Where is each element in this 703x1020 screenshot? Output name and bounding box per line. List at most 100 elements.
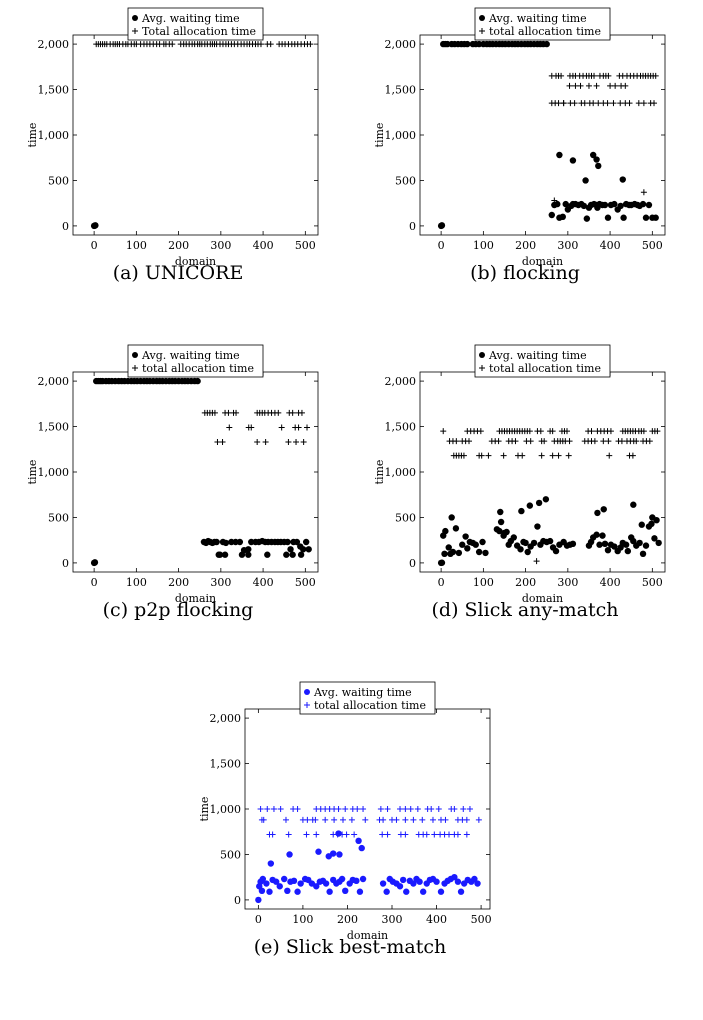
legend-label: Total allocation time (142, 25, 256, 38)
data-point (453, 438, 460, 445)
data-point (496, 527, 503, 535)
data-point (313, 831, 320, 838)
data-point (305, 546, 312, 553)
data-point (402, 816, 409, 823)
data-point (541, 438, 548, 445)
data-point (635, 100, 642, 107)
data-point (460, 806, 467, 812)
data-point (626, 100, 633, 107)
data-point (431, 831, 438, 838)
data-point (629, 452, 636, 459)
series-1 (548, 72, 659, 204)
x-axis-label: domain (522, 592, 563, 605)
x-axis-label: domain (175, 592, 216, 605)
data-point (419, 888, 427, 895)
y-axis-label: time (373, 460, 386, 485)
data-point (399, 876, 407, 884)
data-point (619, 176, 626, 183)
data-point (214, 439, 221, 445)
data-point (270, 806, 277, 812)
y-tick-label: 500 (48, 511, 69, 524)
data-point (577, 82, 584, 89)
data-point (599, 532, 606, 539)
data-point (331, 816, 338, 823)
x-tick-label: 200 (515, 576, 536, 589)
data-point (564, 428, 570, 435)
data-point (455, 549, 463, 557)
data-point (248, 424, 255, 431)
data-point (267, 41, 274, 48)
data-point (295, 424, 302, 431)
data-point (272, 878, 280, 885)
data-point (410, 880, 417, 887)
data-point (326, 888, 333, 895)
series-0 (90, 222, 99, 230)
y-tick-label: 1,000 (385, 466, 417, 479)
data-point (257, 806, 264, 812)
data-point (596, 541, 603, 548)
x-tick-label: 0 (438, 576, 445, 589)
data-point (591, 438, 598, 445)
data-point (594, 509, 601, 517)
data-point (322, 816, 329, 823)
data-point (448, 514, 455, 521)
data-point (257, 41, 264, 48)
data-point (500, 452, 507, 459)
data-point (589, 151, 597, 159)
legend-marker (304, 689, 310, 695)
data-point (527, 438, 534, 445)
series-0 (255, 830, 481, 904)
data-point (630, 537, 637, 545)
data-point (555, 100, 562, 107)
data-point (336, 851, 343, 858)
chart-panel-p2p-flocking: 0 100 200 300 400 500 0 500 1,000 1,500 2,000 domai… (26, 337, 328, 627)
data-point (601, 201, 609, 209)
data-point (485, 452, 492, 459)
data-point (213, 538, 220, 546)
y-tick-label: 500 (395, 174, 416, 187)
data-point (457, 888, 465, 895)
data-point (278, 424, 285, 431)
data-point (652, 214, 659, 221)
chart-caption: (e) Slick best-match (253, 936, 447, 958)
data-point (530, 539, 538, 547)
data-point (379, 831, 386, 838)
x-axis-label: domain (522, 255, 563, 268)
data-point (630, 501, 637, 508)
scatter-chart-slick-best-match: 0 100 200 300 400 500 0 500 1,000 1,500 2,000 domai… (198, 681, 492, 942)
data-point (236, 538, 244, 546)
legend-label: Avg. waiting time (313, 686, 412, 699)
legend-marker (304, 702, 310, 708)
data-point (642, 542, 650, 549)
data-point (414, 806, 421, 812)
data-point (428, 806, 435, 812)
data-point (651, 100, 658, 107)
data-point (622, 82, 629, 89)
y-axis-label: time (373, 123, 386, 148)
data-point (297, 880, 304, 887)
data-point (293, 538, 301, 546)
data-point (551, 197, 558, 204)
data-point (300, 546, 307, 553)
legend-marker (479, 28, 485, 34)
data-point (260, 816, 267, 823)
data-point (533, 558, 540, 565)
data-point (284, 538, 291, 546)
data-point (559, 213, 566, 221)
data-point (569, 157, 577, 164)
data-point (287, 546, 294, 553)
data-point (267, 860, 275, 867)
data-point (622, 541, 630, 548)
data-point (343, 831, 350, 838)
data-point (446, 831, 453, 838)
y-tick-label: 1,000 (38, 129, 70, 142)
data-point (604, 100, 611, 107)
data-point (233, 409, 240, 416)
data-point (238, 551, 246, 558)
data-point (338, 875, 346, 883)
y-tick-label: 2,000 (38, 375, 70, 388)
data-point (571, 100, 578, 107)
